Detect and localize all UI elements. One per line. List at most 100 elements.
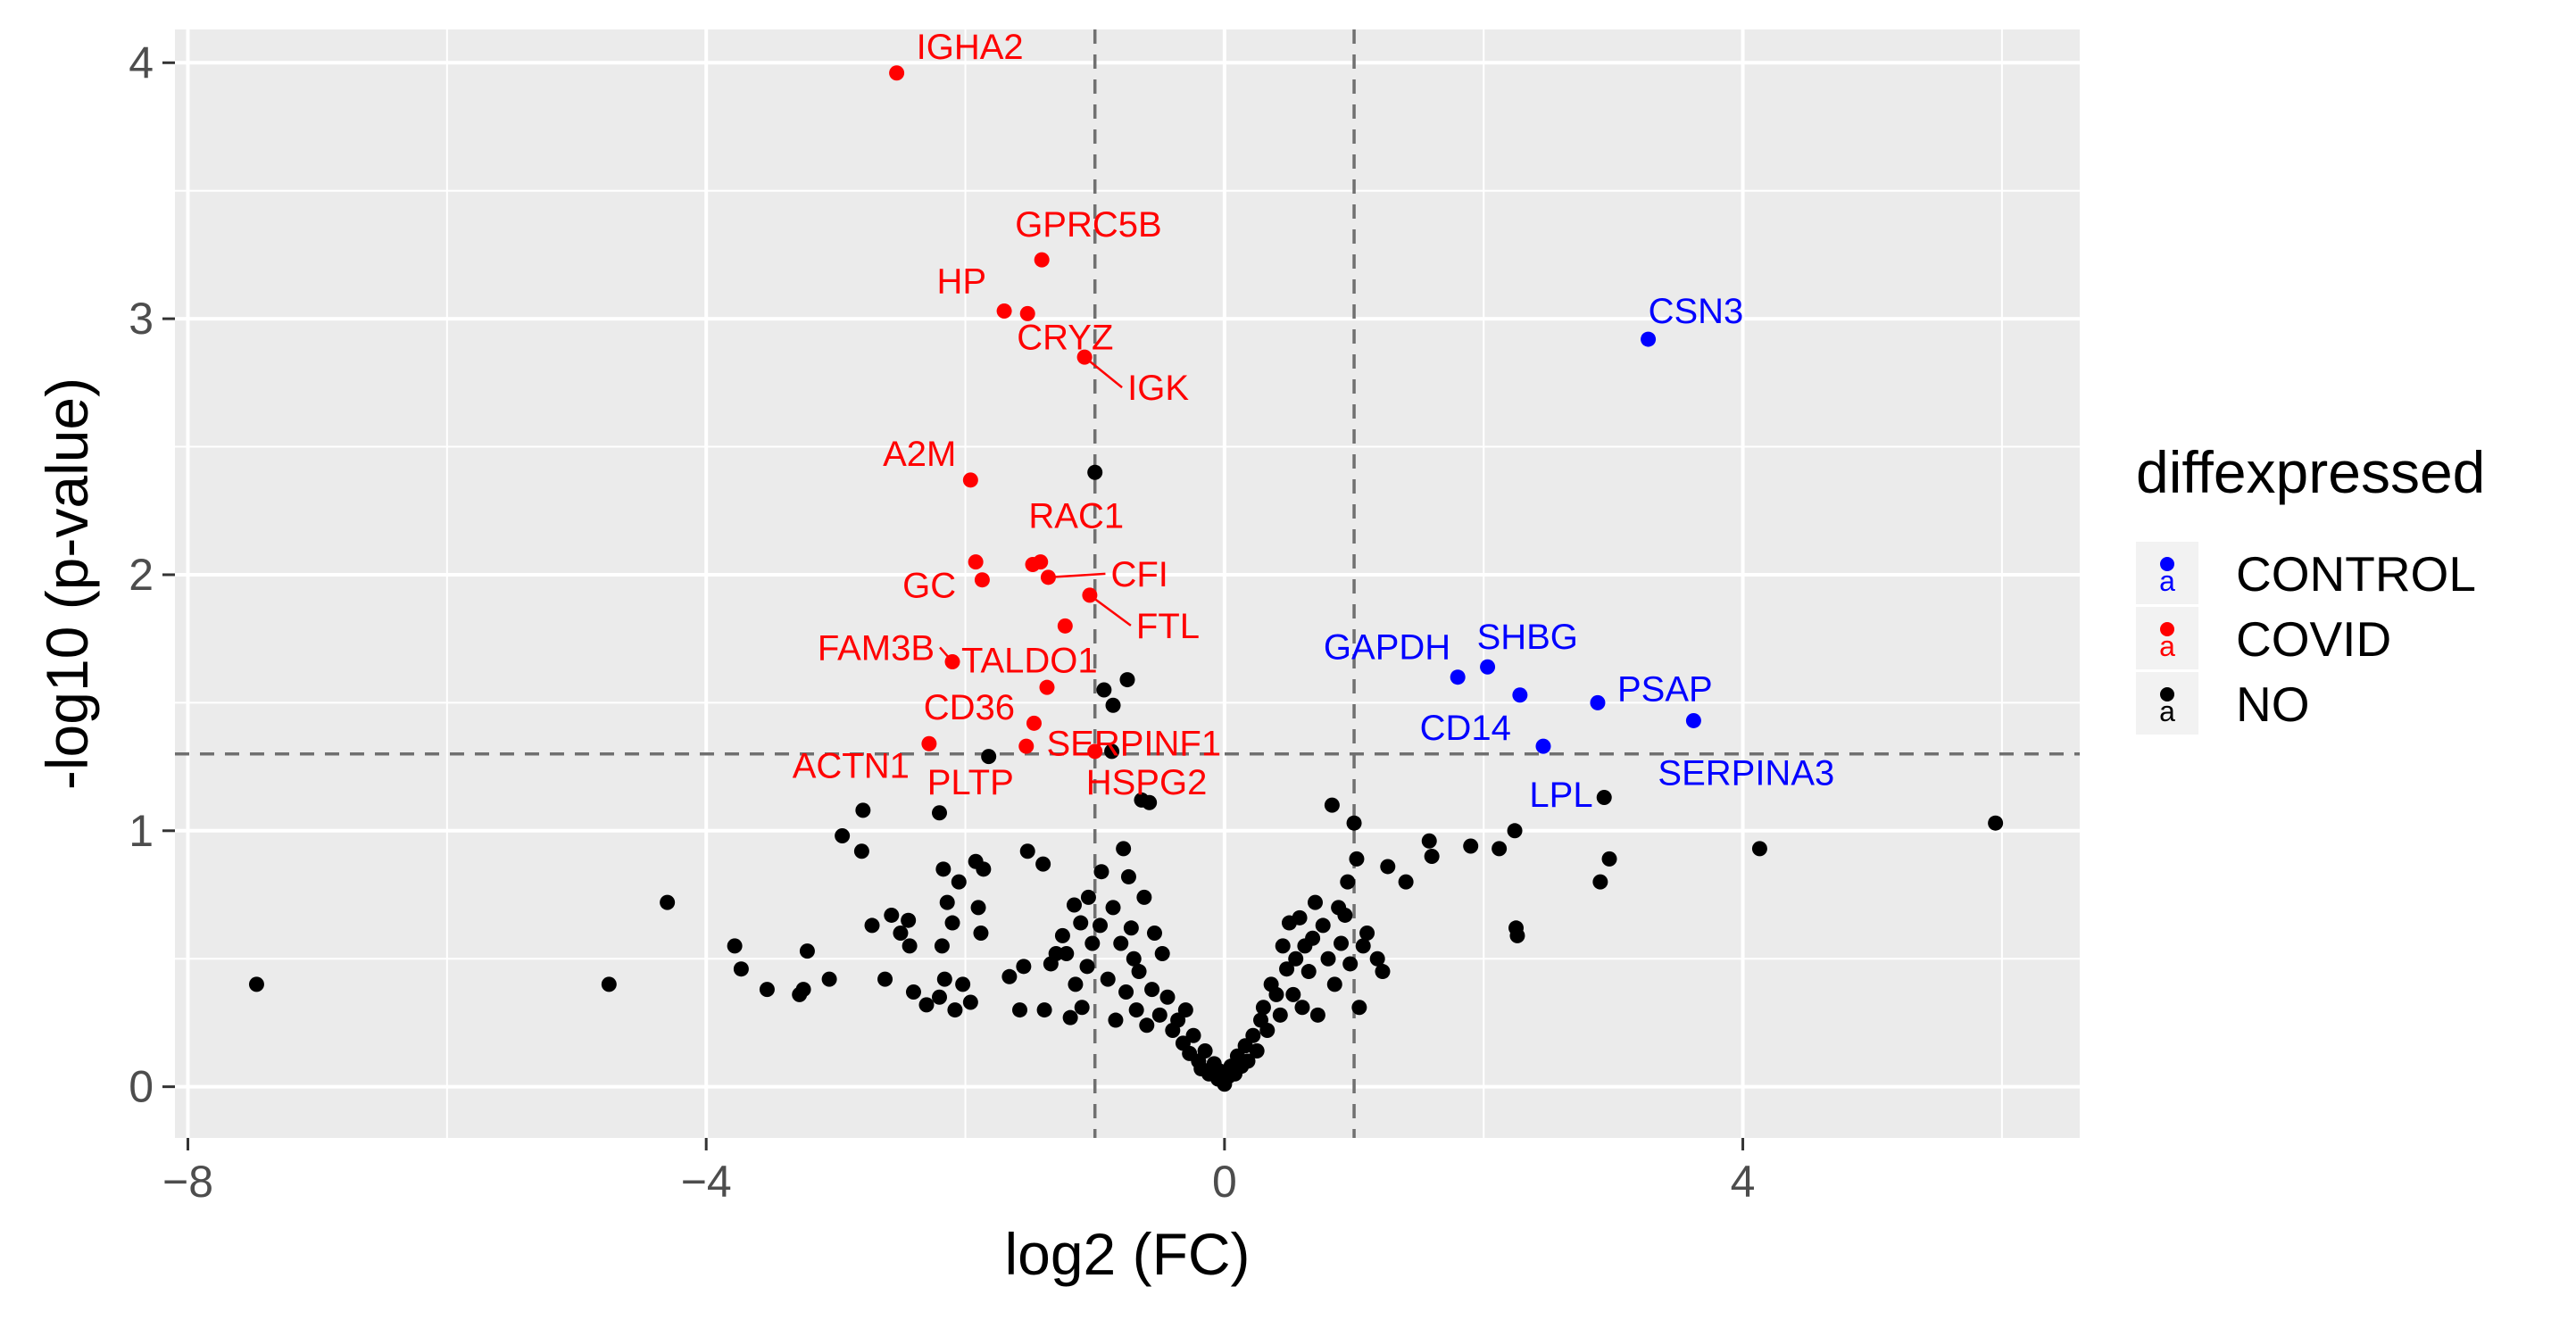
gene-label: SHBG — [1477, 618, 1578, 657]
point-no — [1369, 951, 1385, 967]
point-no — [1309, 1007, 1325, 1023]
point-covid — [1019, 305, 1035, 321]
label-leader-line — [1089, 594, 1132, 627]
point-control — [1685, 712, 1701, 728]
point-no — [935, 861, 951, 877]
gene-label: TALDO1 — [961, 641, 1098, 680]
point-no — [901, 912, 917, 928]
label-leader-line — [1048, 572, 1106, 579]
point-control — [1535, 738, 1551, 754]
point-no — [792, 986, 808, 1002]
point-covid — [1034, 252, 1050, 268]
point-covid — [996, 303, 1012, 320]
point-no — [1255, 1000, 1271, 1016]
point-no — [976, 861, 992, 877]
point-no — [955, 976, 971, 992]
gene-label: CFI — [1110, 555, 1168, 594]
point-no — [660, 894, 676, 910]
point-no — [1240, 1053, 1256, 1069]
point-no — [821, 971, 837, 987]
threshold-lines — [175, 29, 2080, 1138]
point-no — [248, 976, 264, 992]
point-covid — [962, 472, 978, 488]
point-no — [1509, 927, 1525, 943]
point-no — [1268, 986, 1284, 1002]
point-no — [1131, 964, 1147, 980]
point-no — [1146, 926, 1162, 942]
point-covid — [968, 554, 984, 570]
point-no — [1119, 672, 1135, 688]
point-no — [1349, 851, 1365, 867]
point-no — [1375, 964, 1391, 980]
point-no — [1104, 743, 1120, 760]
point-no — [1259, 1023, 1276, 1039]
plot-panel — [175, 29, 2080, 1138]
point-covid — [1087, 743, 1103, 760]
point-no — [1340, 874, 1356, 890]
gene-label: CRYZ — [1017, 318, 1113, 357]
point-no — [936, 971, 952, 987]
label-leader-line — [939, 646, 953, 663]
point-no — [1398, 874, 1414, 890]
gene-label: CSN3 — [1649, 292, 1744, 331]
point-no — [1275, 938, 1291, 954]
gene-label: HSPG2 — [1086, 763, 1208, 802]
gene-label: A2M — [883, 435, 956, 474]
gene-label: IGHA2 — [917, 28, 1024, 67]
gene-label: PLTP — [927, 763, 1014, 802]
gene-label: FAM3B — [818, 628, 935, 668]
point-no — [1300, 964, 1317, 980]
point-no — [1185, 1027, 1201, 1043]
point-no — [1245, 1027, 1261, 1043]
point-no — [1154, 945, 1170, 961]
point-no — [1507, 823, 1523, 839]
gene-labels: IGHA2 GPRC5B HP CRYZ IGK A2M RAC1 GC CFI FTL FAM3B… — [793, 28, 1835, 815]
point-control — [1512, 687, 1528, 703]
point-no — [1463, 838, 1479, 854]
point-no — [1093, 864, 1109, 880]
point-no — [1159, 989, 1176, 1005]
legend-key-glyph: a — [2159, 630, 2175, 662]
point-covid — [1033, 554, 1049, 570]
axes: −8 −4 0 4 0 1 2 3 4 — [129, 37, 1755, 1207]
point-covid — [1018, 738, 1035, 754]
point-no — [1118, 984, 1134, 1000]
point-no — [1128, 1002, 1144, 1018]
point-no — [1346, 815, 1362, 831]
point-no — [1012, 1002, 1028, 1018]
legend-key-glyph: a — [2159, 695, 2175, 727]
legend-label: COVID — [2236, 611, 2391, 667]
point-no — [1351, 1000, 1367, 1016]
point-no — [1126, 951, 1142, 967]
point-no — [1079, 959, 1095, 975]
minor-gridlines — [175, 29, 2080, 1138]
point-no — [864, 917, 880, 934]
point-no — [1592, 874, 1608, 890]
point-no — [1359, 926, 1375, 942]
point-no — [1116, 841, 1132, 857]
point-no — [733, 961, 749, 977]
point-no — [1288, 951, 1304, 967]
legend-key-point — [2160, 622, 2174, 636]
point-no — [893, 926, 909, 942]
label-leader-line — [1084, 356, 1123, 389]
y-tick-label: 1 — [129, 806, 154, 856]
gene-label: GAPDH — [1324, 628, 1450, 668]
point-no — [1105, 900, 1121, 916]
gene-label: ACTN1 — [793, 746, 910, 785]
point-no — [970, 900, 986, 916]
point-control — [1590, 694, 1606, 710]
point-no — [1305, 930, 1321, 946]
point-no — [1424, 848, 1440, 864]
gene-label: RAC1 — [1028, 497, 1124, 536]
point-no — [799, 943, 815, 959]
point-no — [1068, 976, 1084, 992]
point-no — [1136, 889, 1152, 905]
point-no — [1320, 951, 1336, 967]
point-no — [947, 1002, 963, 1018]
legend-key-glyph: a — [2159, 565, 2175, 597]
point-no — [1197, 1042, 1213, 1058]
point-no — [759, 982, 775, 998]
point-no — [855, 802, 871, 818]
